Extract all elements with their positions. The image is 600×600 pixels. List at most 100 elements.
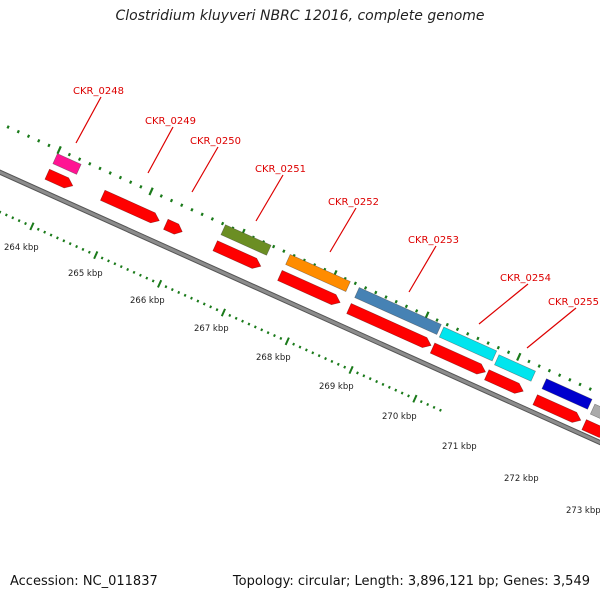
cds-arrow[interactable] (532, 394, 583, 426)
outer-minor-tick (363, 286, 368, 290)
cds-arrow[interactable] (429, 342, 487, 377)
outer-minor-tick (547, 368, 552, 373)
inner-minor-tick (190, 296, 193, 300)
inner-major-tick (412, 394, 418, 403)
outer-minor-tick (88, 161, 92, 166)
inner-minor-tick (381, 382, 385, 386)
inner-minor-tick (419, 400, 423, 404)
inner-minor-tick (4, 213, 8, 217)
cds-arrow[interactable] (581, 419, 600, 441)
gene-leader-line (147, 126, 174, 174)
inner-minor-tick (151, 279, 155, 283)
inner-minor-tick (362, 374, 366, 378)
inner-minor-tick (49, 233, 53, 237)
inner-minor-tick (100, 256, 104, 260)
map-title: Clostridium kluyveri NBRC 12016, complet… (115, 8, 485, 24)
outer-minor-tick (159, 194, 163, 198)
gene-label[interactable]: CKR_0248 (73, 86, 124, 97)
inner-minor-tick (432, 405, 436, 409)
inner-minor-tick (375, 379, 379, 384)
outer-minor-tick (6, 125, 10, 129)
inner-minor-tick (17, 219, 21, 223)
gene-label[interactable]: CKR_0249 (145, 116, 196, 127)
inner-minor-tick (253, 325, 257, 329)
inner-minor-tick (304, 348, 308, 352)
inner-minor-tick (24, 221, 27, 226)
inner-minor-tick (324, 356, 327, 361)
gene-leader-line (408, 245, 437, 293)
inner-minor-tick (209, 305, 213, 309)
outer-minor-tick (506, 350, 511, 355)
outer-minor-tick (374, 290, 378, 295)
scale-label: 272 kbp (504, 474, 539, 484)
outer-minor-tick (527, 359, 531, 364)
gene-label[interactable]: CKR_0255 (548, 297, 599, 308)
outer-minor-tick (568, 378, 572, 382)
inner-minor-tick (407, 394, 410, 398)
outer-minor-tick (578, 382, 582, 387)
scale-label: 271 kbp (442, 442, 477, 452)
gene-bar[interactable] (589, 403, 600, 421)
inner-minor-tick (439, 408, 442, 412)
inner-minor-tick (62, 239, 66, 243)
cds-arrow[interactable] (484, 369, 526, 396)
scale-label: 265 kbp (68, 269, 103, 279)
gene-label[interactable]: CKR_0251 (255, 164, 306, 175)
outer-minor-tick (588, 387, 592, 391)
scale-label: 267 kbp (194, 324, 229, 334)
inner-minor-tick (317, 354, 321, 358)
inner-minor-tick (368, 377, 372, 381)
outer-major-tick (516, 352, 522, 361)
outer-minor-tick (98, 166, 102, 171)
inner-major-tick (93, 251, 99, 260)
inner-minor-tick (183, 293, 187, 297)
inner-minor-tick (126, 267, 130, 272)
gene-bar[interactable] (354, 287, 442, 335)
scale-label: 269 kbp (319, 382, 354, 392)
inner-minor-tick (387, 385, 391, 389)
inner-minor-tick (107, 259, 110, 263)
outer-minor-tick (558, 373, 562, 378)
inner-major-tick (348, 365, 354, 375)
cds-arrow[interactable] (100, 189, 161, 225)
inner-minor-tick (164, 285, 168, 289)
outer-minor-tick (404, 304, 409, 309)
inner-minor-tick (81, 247, 85, 251)
gene-bar[interactable] (541, 378, 593, 410)
inner-minor-tick (336, 362, 340, 366)
outer-minor-tick (353, 281, 357, 286)
cds-arrow[interactable] (212, 240, 263, 272)
inner-minor-tick (215, 308, 219, 312)
cds-arrow[interactable] (44, 168, 75, 191)
inner-minor-tick (113, 262, 117, 266)
outer-minor-tick (476, 336, 480, 341)
gene-bar[interactable] (494, 354, 536, 382)
outer-minor-tick (394, 299, 398, 304)
outer-minor-tick (496, 345, 500, 350)
gene-label[interactable]: CKR_0253 (408, 235, 459, 246)
gene-label[interactable]: CKR_0250 (190, 136, 241, 147)
outer-minor-tick (37, 139, 41, 143)
gene-label[interactable]: CKR_0254 (500, 273, 551, 284)
gene-bar[interactable] (438, 326, 498, 362)
inner-minor-tick (56, 236, 59, 240)
cds-arrow[interactable] (163, 218, 185, 236)
gene-leader-line (478, 283, 529, 325)
outer-minor-tick (129, 180, 133, 185)
outer-minor-tick (384, 295, 388, 299)
inner-minor-tick (266, 331, 270, 335)
inner-minor-tick (75, 244, 79, 249)
scale-label: 266 kbp (130, 296, 165, 306)
gene-bar[interactable] (52, 153, 82, 175)
inner-minor-tick (400, 391, 404, 395)
inner-minor-tick (11, 216, 15, 220)
gene-bar[interactable] (285, 254, 351, 292)
gene-bar[interactable] (220, 224, 272, 256)
cds-arrow[interactable] (346, 303, 434, 351)
inner-major-tick (157, 279, 163, 288)
gene-label[interactable]: CKR_0252 (328, 197, 379, 208)
outer-minor-tick (455, 327, 460, 332)
inner-minor-tick (202, 302, 206, 306)
cds-arrow[interactable] (277, 270, 343, 307)
